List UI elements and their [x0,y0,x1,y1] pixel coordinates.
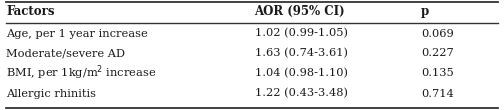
Text: 0.227: 0.227 [421,48,454,58]
Text: 0.714: 0.714 [421,89,454,98]
Text: 0.069: 0.069 [421,29,454,38]
Text: Age, per 1 year increase: Age, per 1 year increase [6,29,148,38]
Text: 1.02 (0.99-1.05): 1.02 (0.99-1.05) [255,28,348,39]
Text: AOR (95% CI): AOR (95% CI) [255,5,345,18]
Text: BMI, per 1kg/m$^2$ increase: BMI, per 1kg/m$^2$ increase [6,64,156,82]
Text: 1.63 (0.74-3.61): 1.63 (0.74-3.61) [255,48,348,59]
Text: 1.04 (0.98-1.10): 1.04 (0.98-1.10) [255,68,348,78]
Text: 1.22 (0.43-3.48): 1.22 (0.43-3.48) [255,88,348,99]
Text: p: p [421,5,429,18]
Text: Allergic rhinitis: Allergic rhinitis [6,89,96,98]
Text: Moderate/severe AD: Moderate/severe AD [6,48,125,58]
Text: Factors: Factors [6,5,54,18]
Text: 0.135: 0.135 [421,68,454,78]
